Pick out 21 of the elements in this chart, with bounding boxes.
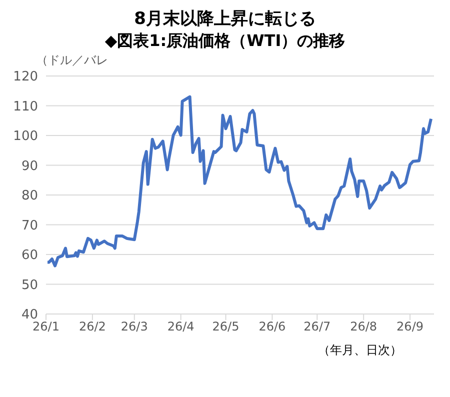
y-axis-title: （ドル／バレ [36,52,109,68]
x-tick-label: 26/9 [396,320,424,334]
x-tick-label: 26/8 [350,320,378,334]
y-tick-label: 60 [21,248,38,264]
x-tick-label: 26/4 [167,320,194,334]
y-tick-label: 90 [21,158,38,174]
text: （年月、日次） [318,342,402,359]
x-tick-label: 26/3 [120,320,148,334]
y-tick-label: 70 [21,218,38,234]
x-tick-label: 26/2 [78,320,106,334]
x-tick-label: 26/7 [304,320,331,334]
y-tick-label: 100 [13,129,38,144]
y-tick-label: 80 [21,188,38,204]
x-tick-label: 26/5 [212,320,240,334]
line-series [46,95,433,268]
x-tick-label: 26/6 [258,320,286,334]
chart-title: 8月末以降上昇に転じる [133,8,317,30]
y-tick-label: 50 [21,278,38,293]
chart-subtitle: ◆図表1:原油価格（WTI）の推移 [104,30,346,52]
y-tick-label: 110 [13,99,38,114]
y-tick-label: 120 [13,70,38,85]
